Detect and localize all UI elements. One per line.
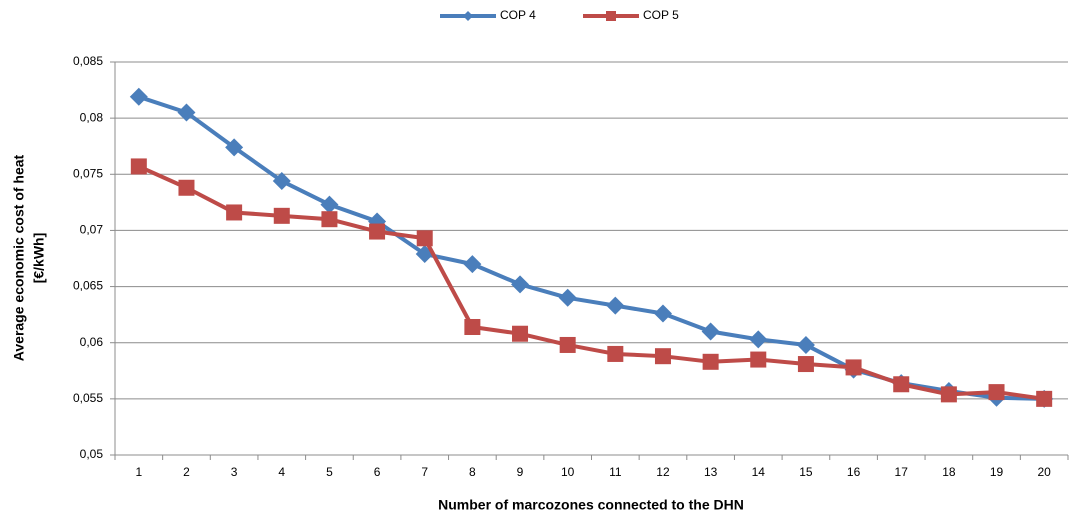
- legend-label: COP 4: [500, 8, 536, 22]
- marker: [701, 322, 720, 341]
- marker: [369, 223, 386, 240]
- marker: [1036, 390, 1053, 407]
- series-line: [138, 94, 1045, 401]
- legend-label: COP 5: [643, 8, 679, 22]
- marker: [654, 348, 671, 365]
- x-tick-label: 1: [135, 465, 142, 479]
- marker: [272, 172, 291, 191]
- marker: [988, 384, 1005, 401]
- x-tick-label: 17: [895, 465, 909, 479]
- x-tick-label: 12: [656, 465, 670, 479]
- legend-marker: [606, 11, 616, 21]
- x-tick-label: 10: [561, 465, 575, 479]
- x-tick-label: 5: [326, 465, 333, 479]
- x-tick-label: 11: [609, 465, 622, 479]
- x-tick-label: 18: [942, 465, 956, 479]
- y-tick-label: 0,055: [73, 391, 103, 405]
- y-tick-label: 0,07: [80, 223, 104, 237]
- marker: [559, 336, 576, 353]
- x-tick-label: 6: [374, 465, 381, 479]
- x-axis-label: Number of marcozones connected to the DH…: [438, 497, 744, 513]
- marker: [464, 318, 481, 335]
- marker: [702, 353, 719, 370]
- x-tick-label: 20: [1037, 465, 1051, 479]
- x-tick-label: 9: [517, 465, 524, 479]
- marker: [940, 386, 957, 403]
- marker: [273, 207, 290, 224]
- marker: [511, 275, 530, 294]
- marker: [750, 351, 767, 368]
- x-tick-label: 19: [990, 465, 1004, 479]
- marker: [178, 179, 195, 196]
- marker: [796, 335, 815, 354]
- marker: [797, 356, 814, 373]
- x-tick-label: 14: [752, 465, 766, 479]
- y-tick-label: 0,085: [73, 54, 103, 68]
- x-tick-label: 2: [183, 465, 190, 479]
- marker: [893, 376, 910, 393]
- y-tick-label: 0,08: [80, 110, 104, 124]
- y-tick-label: 0,075: [73, 166, 103, 180]
- marker: [749, 330, 768, 349]
- x-tick-label: 3: [231, 465, 238, 479]
- marker: [607, 345, 624, 362]
- y-axis-label: [€/kWh]: [31, 233, 47, 284]
- marker: [558, 288, 577, 307]
- x-tick-label: 16: [847, 465, 861, 479]
- marker: [463, 255, 482, 274]
- x-tick-label: 4: [278, 465, 285, 479]
- x-tick-label: 13: [704, 465, 718, 479]
- marker: [321, 211, 338, 228]
- marker: [177, 103, 196, 122]
- x-tick-label: 8: [469, 465, 476, 479]
- x-tick-label: 15: [799, 465, 813, 479]
- marker: [416, 230, 433, 247]
- marker: [225, 138, 244, 157]
- marker: [606, 296, 625, 315]
- marker: [130, 158, 147, 175]
- marker: [512, 325, 529, 342]
- y-tick-label: 0,065: [73, 279, 103, 293]
- marker: [129, 87, 148, 106]
- series-line: [138, 164, 1045, 401]
- legend-marker: [463, 11, 473, 21]
- y-axis-label: Average economic cost of heat: [11, 154, 27, 361]
- marker: [320, 195, 339, 214]
- y-tick-label: 0,05: [80, 447, 104, 461]
- marker: [226, 204, 243, 221]
- marker: [653, 304, 672, 323]
- x-tick-label: 7: [421, 465, 428, 479]
- y-tick-label: 0,06: [80, 335, 104, 349]
- marker: [845, 359, 862, 376]
